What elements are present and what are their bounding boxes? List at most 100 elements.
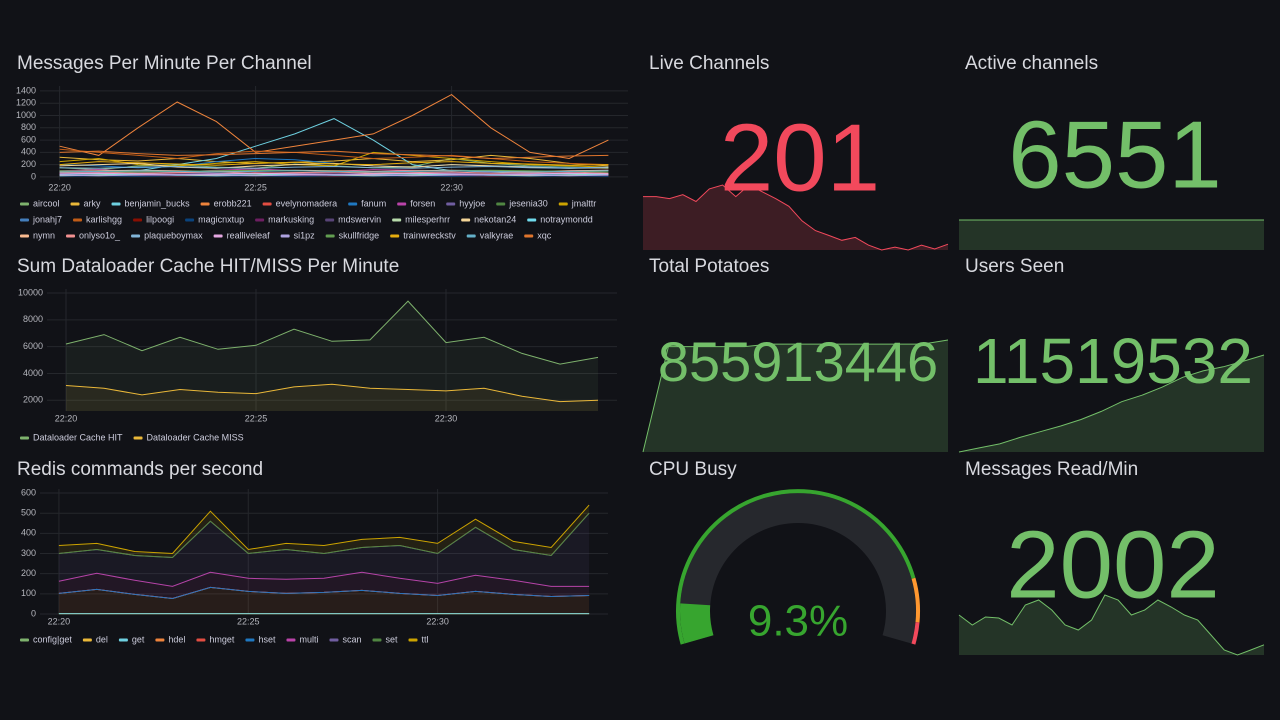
x-tick-label: 22:20 bbox=[48, 182, 71, 192]
legend-swatch bbox=[280, 234, 290, 238]
legend-item: hyyjoe bbox=[446, 198, 485, 208]
legend-swatch bbox=[372, 638, 382, 642]
legend-label: jesenia30 bbox=[508, 198, 548, 208]
panel-title: Users Seen bbox=[965, 256, 1064, 277]
legend-item: hdel bbox=[155, 634, 185, 644]
legend-label: del bbox=[96, 634, 108, 644]
legend-swatch bbox=[73, 218, 83, 222]
legend-label: magicnxtup bbox=[198, 214, 244, 224]
legend-swatch bbox=[20, 202, 29, 206]
panel-title: Total Potatoes bbox=[649, 256, 769, 277]
legend-label: jonahj7 bbox=[32, 214, 62, 224]
legend-item: scan bbox=[329, 634, 361, 644]
y-tick-label: 400 bbox=[21, 147, 36, 157]
legend-swatch bbox=[325, 218, 335, 222]
panel-title: Sum Dataloader Cache HIT/MISS Per Minute bbox=[17, 256, 399, 277]
stat-value: 11519532 bbox=[973, 325, 1253, 397]
y-tick-label: 500 bbox=[21, 508, 36, 518]
legend-label: forsen bbox=[410, 198, 435, 208]
y-tick-label: 600 bbox=[21, 134, 36, 144]
legend-label: karlishgg bbox=[86, 214, 122, 224]
legend-label: nymn bbox=[33, 230, 55, 240]
sparkline-area bbox=[959, 595, 1264, 655]
legend-swatch bbox=[524, 234, 534, 238]
sparkline-area bbox=[959, 355, 1264, 452]
legend-swatch bbox=[118, 638, 128, 642]
legend-label: nekotan24 bbox=[474, 214, 516, 224]
y-tick-label: 0 bbox=[31, 171, 36, 181]
y-tick-label: 8000 bbox=[23, 314, 43, 324]
series-line bbox=[59, 170, 609, 173]
legend-item: evelynomadera bbox=[262, 198, 338, 208]
y-tick-label: 200 bbox=[21, 568, 36, 578]
legend-swatch bbox=[213, 234, 223, 238]
legend-item: config|get bbox=[20, 634, 72, 644]
legend-label: set bbox=[385, 634, 398, 644]
legend-item: nymn bbox=[20, 230, 55, 240]
legend-swatch bbox=[496, 202, 506, 206]
gauge-threshold bbox=[911, 577, 921, 623]
stat-value: 201 bbox=[720, 104, 880, 211]
legend-label: si1pz bbox=[294, 230, 316, 240]
legend-item: markusking bbox=[255, 214, 314, 224]
y-tick-label: 1200 bbox=[16, 98, 36, 108]
legend-item: hset bbox=[245, 634, 276, 644]
legend-item: erobb221 bbox=[200, 198, 252, 208]
legend-swatch bbox=[408, 638, 418, 642]
sparkline-area bbox=[643, 185, 948, 250]
legend-swatch bbox=[20, 436, 29, 440]
gauge-threshold bbox=[676, 489, 916, 645]
panel-title: Messages Per Minute Per Channel bbox=[17, 53, 312, 74]
y-tick-label: 4000 bbox=[23, 368, 43, 378]
legend-item: jmalttr bbox=[558, 198, 596, 208]
series-line bbox=[59, 161, 609, 166]
panel-title: Messages Read/Min bbox=[965, 459, 1138, 480]
legend-swatch bbox=[390, 234, 400, 238]
series-line bbox=[59, 93, 609, 160]
series-area bbox=[58, 513, 590, 587]
legend-swatch bbox=[82, 638, 92, 642]
legend-item: milesperhrr bbox=[392, 214, 450, 224]
legend-swatch bbox=[262, 202, 272, 206]
y-tick-label: 600 bbox=[21, 487, 36, 497]
legend-label: evelynomadera bbox=[276, 198, 338, 208]
legend-item: trainwreckstv bbox=[390, 230, 456, 240]
legend-label: aircool bbox=[33, 198, 60, 208]
legend-label: arky bbox=[84, 198, 102, 208]
legend-swatch bbox=[558, 202, 568, 206]
series-line bbox=[58, 586, 590, 600]
series-line bbox=[65, 300, 599, 365]
legend-swatch bbox=[446, 202, 456, 206]
x-tick-label: 22:25 bbox=[237, 616, 260, 626]
legend-item: set bbox=[372, 634, 398, 644]
y-tick-label: 1000 bbox=[16, 110, 36, 120]
legend-swatch bbox=[255, 218, 265, 222]
legend-item: multi bbox=[286, 634, 318, 644]
panel-title: Live Channels bbox=[649, 53, 769, 74]
legend-swatch bbox=[66, 234, 76, 238]
legend-swatch bbox=[196, 638, 206, 642]
legend-swatch bbox=[20, 218, 29, 222]
legend-item: skullfridge bbox=[325, 230, 379, 240]
legend-label: benjamin_bucks bbox=[125, 198, 191, 208]
legend-label: mdswervin bbox=[338, 214, 381, 224]
legend-item: onlyso1o_ bbox=[66, 230, 121, 240]
y-tick-label: 100 bbox=[21, 588, 36, 598]
stat-value: 2002 bbox=[1006, 511, 1220, 618]
panel-title: CPU Busy bbox=[649, 459, 737, 480]
legend-label: hdel bbox=[168, 634, 185, 644]
legend-item: get bbox=[118, 634, 145, 644]
sparkline bbox=[642, 339, 949, 453]
legend-label: multi bbox=[299, 634, 318, 644]
sparkline bbox=[958, 354, 1265, 453]
legend-label: valkyrae bbox=[480, 230, 514, 240]
x-tick-label: 22:30 bbox=[440, 182, 463, 192]
series-area bbox=[58, 572, 590, 599]
legend-item: valkyrae bbox=[466, 230, 514, 240]
legend-label: realliveleaf bbox=[227, 230, 271, 240]
legend-item: jonahj7 bbox=[20, 214, 62, 224]
legend-item: jesenia30 bbox=[496, 198, 548, 208]
y-tick-label: 6000 bbox=[23, 341, 43, 351]
legend-label: markusking bbox=[268, 214, 314, 224]
y-tick-label: 400 bbox=[21, 528, 36, 538]
